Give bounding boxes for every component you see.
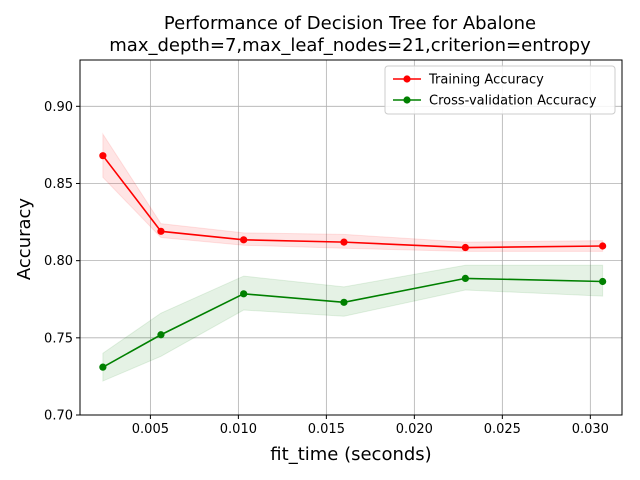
y-tick-label: 0.80 [44, 254, 73, 269]
series-lines [102, 155, 603, 368]
legend-marker [403, 75, 411, 83]
data-point [99, 152, 107, 160]
y-tick-label: 0.70 [44, 409, 73, 424]
legend: Training Accuracy Cross-validation Accura… [384, 65, 616, 115]
x-tick-label: 0.010 [220, 422, 257, 437]
y-tick-label: 0.75 [44, 331, 73, 346]
x-tick-label: 0.020 [396, 422, 433, 437]
data-point [240, 290, 248, 298]
data-point [157, 331, 165, 339]
y-axis-label: Accuracy [14, 198, 35, 281]
data-point [240, 236, 248, 244]
x-tick-label: 0.030 [572, 422, 609, 437]
series-line-1 [102, 277, 603, 368]
chart-subtitle: max_depth=7,max_leaf_nodes=21,criterion=… [109, 35, 591, 56]
legend-marker [403, 96, 411, 104]
series-band-0 [102, 132, 604, 252]
data-point [461, 274, 469, 283]
plot-frame [79, 59, 623, 416]
y-tick-label: 0.85 [44, 177, 73, 192]
data-point [599, 242, 607, 250]
data-point [157, 227, 165, 235]
chart-title: Performance of Decision Tree for Abalone [164, 13, 536, 34]
legend-box [384, 65, 616, 115]
data-point [99, 363, 107, 371]
series-band-1 [102, 264, 604, 382]
legend-entry-label: Training Accuracy [428, 73, 544, 88]
data-point [599, 277, 607, 286]
x-tick-label: 0.015 [308, 422, 345, 437]
x-axis-label: fit_time (seconds) [270, 444, 431, 465]
x-tick-label: 0.025 [484, 422, 521, 437]
y-axis-ticks: 0.70 0.75 0.80 0.85 0.90 [44, 100, 80, 424]
data-point [340, 298, 348, 306]
x-axis-ticks: 0.005 0.010 0.015 0.020 0.025 0.030 [132, 415, 609, 437]
series-line-0 [102, 155, 603, 249]
x-tick-label: 0.005 [132, 422, 169, 437]
data-point [461, 243, 469, 252]
y-tick-label: 0.90 [44, 100, 73, 115]
data-point [340, 238, 348, 246]
confidence-bands [102, 132, 604, 382]
series-points [99, 152, 607, 371]
legend-entry-label: Cross-validation Accuracy [429, 94, 597, 109]
